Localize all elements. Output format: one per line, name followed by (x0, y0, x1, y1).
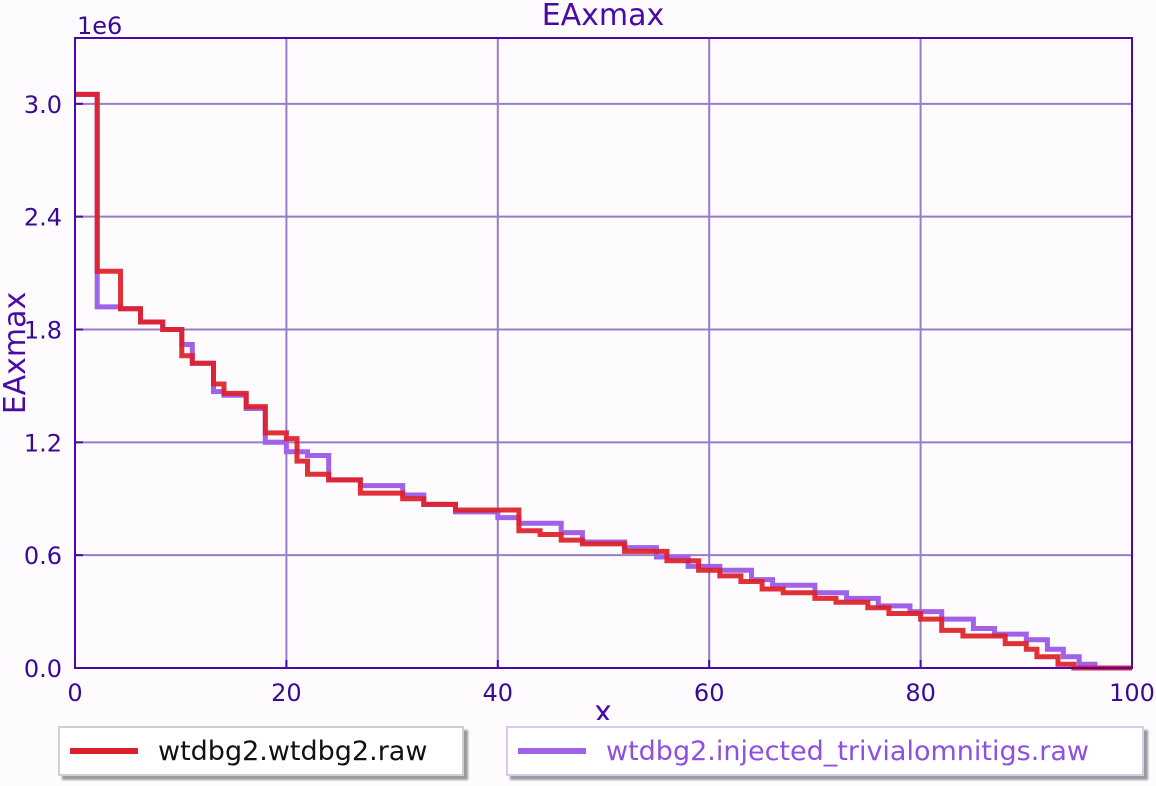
x-tick-label: 0 (67, 679, 82, 707)
x-tick-labels: 0 20 40 60 80 100 (67, 679, 1155, 707)
y-tick-label: 1.2 (24, 429, 62, 457)
legend-label-series-2: wtdbg2.injected_trivialomnitigs.raw (606, 735, 1090, 767)
x-axis-label: x (594, 695, 612, 720)
y-tick-label: 1.8 (24, 316, 62, 344)
y-offset-label: 1e6 (77, 12, 122, 40)
y-tick-labels: 0.0 0.6 1.2 1.8 2.4 3.0 (24, 91, 62, 683)
series-lines (75, 91, 1132, 671)
legend-item-series-2: wtdbg2.injected_trivialomnitigs.raw (506, 726, 1144, 776)
chart: 0 20 40 60 80 100 0.0 0.6 1.2 1.8 2.4 3.0 EAxmax 1… (0, 0, 1155, 720)
axis-ticks (74, 102, 1133, 669)
x-tick-label: 100 (1109, 679, 1155, 707)
x-tick-label: 20 (271, 679, 302, 707)
y-tick-label: 0.0 (24, 655, 62, 683)
x-tick-label: 60 (694, 679, 725, 707)
y-tick-label: 2.4 (24, 204, 62, 232)
legend-item-series-1: wtdbg2.wtdbg2.raw (58, 726, 464, 776)
x-tick-label: 40 (483, 679, 514, 707)
legend-swatch-series-2 (518, 748, 586, 754)
y-tick-label: 3.0 (24, 91, 62, 119)
legend-swatch-series-1 (70, 748, 138, 754)
plot-frame (74, 37, 1133, 669)
series-line-1 (75, 91, 1132, 671)
legend-label-series-1: wtdbg2.wtdbg2.raw (158, 735, 428, 767)
x-tick-label: 80 (905, 679, 936, 707)
y-tick-label: 0.6 (24, 542, 62, 570)
plot-area (75, 38, 1132, 668)
y-axis-label: EAxmax (0, 292, 33, 415)
chart-title: EAxmax (542, 0, 665, 33)
